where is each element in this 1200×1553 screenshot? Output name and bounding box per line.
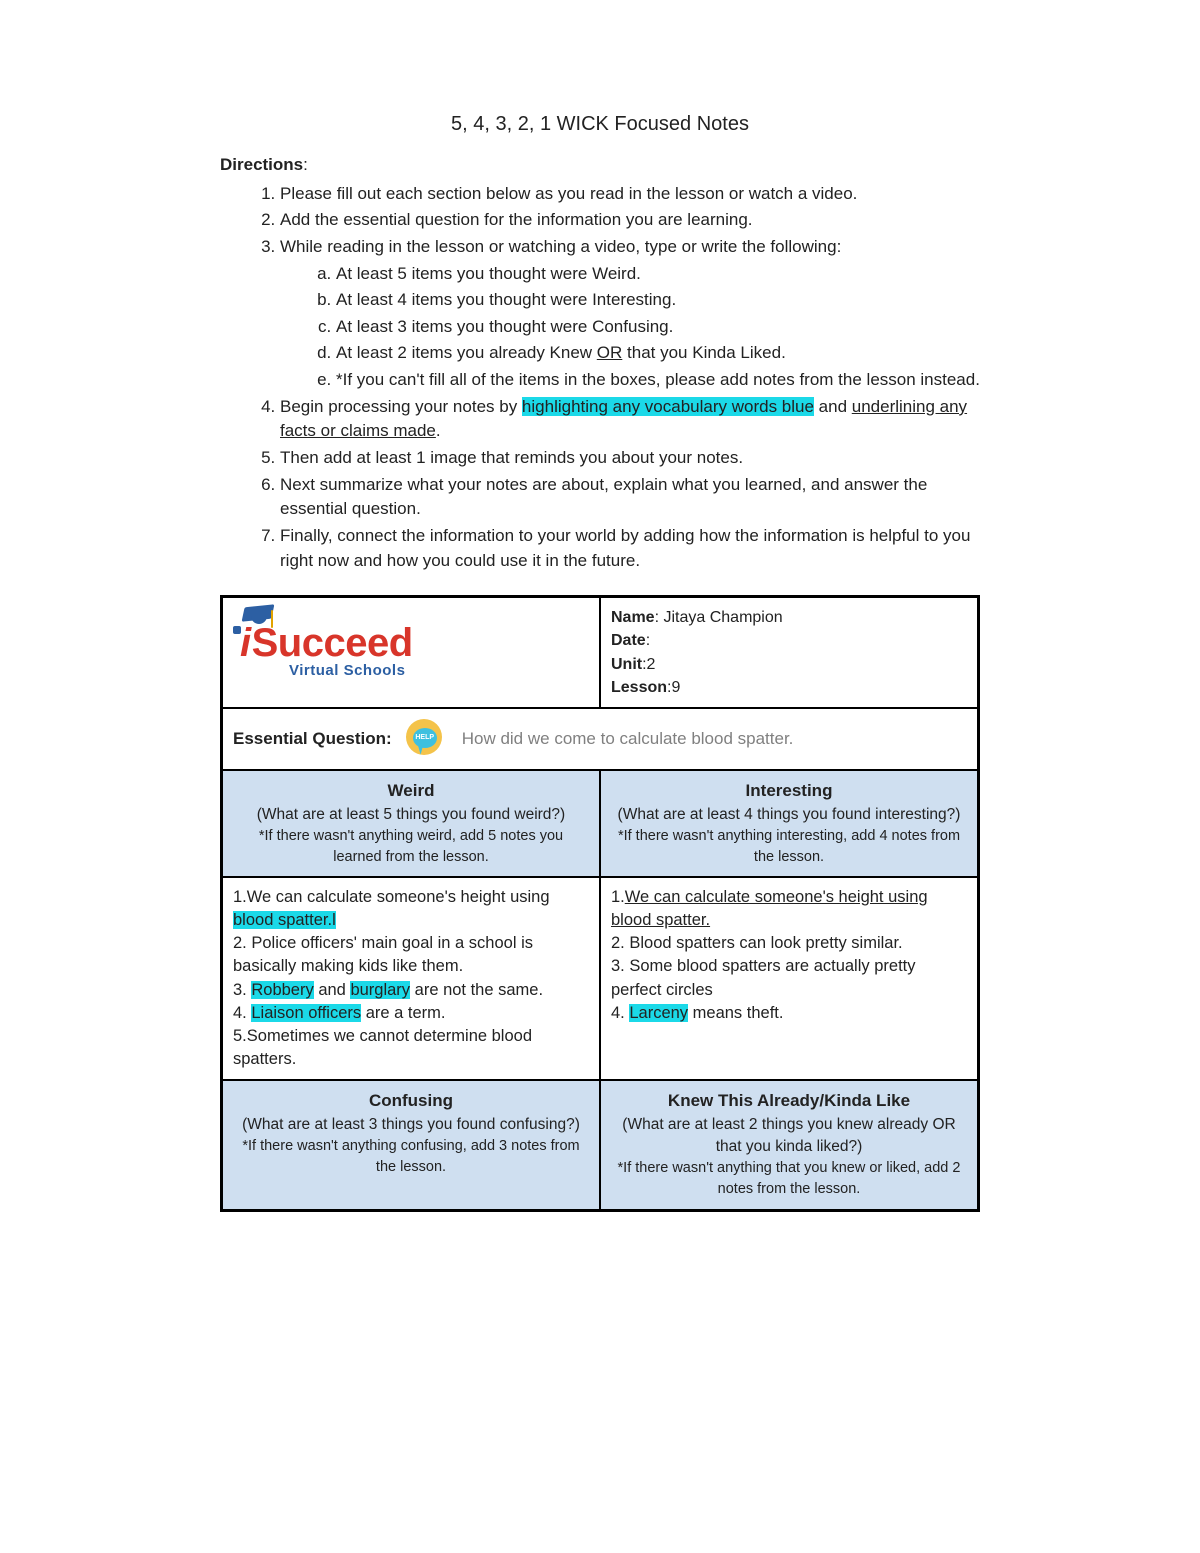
weird-header: Weird (What are at least 5 things you fo… <box>222 770 601 877</box>
direction-item: Begin processing your notes by highlight… <box>280 395 980 444</box>
directions-label: Directions <box>220 155 303 174</box>
direction-subitem: *If you can't fill all of the items in t… <box>336 368 980 393</box>
direction-item: While reading in the lesson or watching … <box>280 235 980 393</box>
knew-header: Knew This Already/Kinda Like (What are a… <box>600 1080 979 1210</box>
direction-item: Next summarize what your notes are about… <box>280 473 980 522</box>
highlight-sample: highlighting any vocabulary words blue <box>522 397 814 416</box>
date-value: : <box>646 632 650 649</box>
directions-list: Please fill out each section below as yo… <box>220 182 980 574</box>
direction-item: Please fill out each section below as yo… <box>280 182 980 207</box>
direction-subitem: At least 5 items you thought were Weird. <box>336 262 980 287</box>
wick-table: iSucceed Virtual Schools Name: Jitaya Ch… <box>220 595 980 1211</box>
interesting-header: Interesting (What are at least 4 things … <box>600 770 979 877</box>
help-icon: HELP <box>402 717 446 761</box>
date-label: Date <box>611 632 646 649</box>
directions-sublist: At least 5 items you thought were Weird.… <box>280 262 980 393</box>
name-value: : Jitaya Champion <box>655 609 783 626</box>
confusing-header: Confusing (What are at least 3 things yo… <box>222 1080 601 1210</box>
direction-subitem: At least 2 items you already Knew OR tha… <box>336 341 980 366</box>
lesson-value: :9 <box>667 679 680 696</box>
essential-question-text: How did we come to calculate blood spatt… <box>462 727 794 752</box>
grad-cap-icon <box>241 606 275 626</box>
essential-question-cell: Essential Question: HELP How did we come… <box>222 708 979 770</box>
logo-subtext: Virtual Schools <box>289 660 589 682</box>
essential-question-label: Essential Question: <box>233 727 392 752</box>
direction-subitem: At least 3 items you thought were Confus… <box>336 315 980 340</box>
student-info: Name: Jitaya Champion Date: Unit:2 Lesso… <box>600 597 979 708</box>
weird-content: 1.We can calculate someone's height usin… <box>222 877 601 1080</box>
name-label: Name <box>611 609 655 626</box>
page-title: 5, 4, 3, 2, 1 WICK Focused Notes <box>220 110 980 139</box>
lesson-label: Lesson <box>611 679 667 696</box>
logo-text: iSucceed <box>233 624 589 662</box>
unit-label: Unit <box>611 656 642 673</box>
direction-item: Add the essential question for the infor… <box>280 208 980 233</box>
direction-item: Then add at least 1 image that reminds y… <box>280 446 980 471</box>
direction-item: Finally, connect the information to your… <box>280 524 980 573</box>
direction-subitem: At least 4 items you thought were Intere… <box>336 288 980 313</box>
unit-value: :2 <box>642 656 655 673</box>
interesting-content: 1.We can calculate someone's height usin… <box>600 877 979 1080</box>
logo-cell: iSucceed Virtual Schools <box>222 597 601 708</box>
